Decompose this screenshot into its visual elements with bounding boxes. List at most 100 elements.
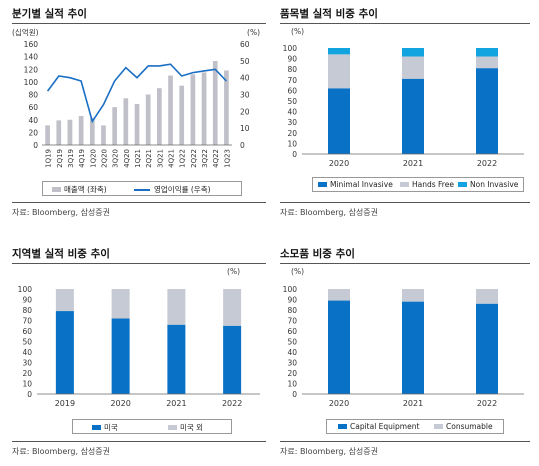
- source-note: 자료: Bloomberg, 삼성증권: [12, 447, 111, 456]
- x-tick-label: 4Q21: [168, 149, 176, 168]
- legend-label-non-us: 미국 외: [180, 423, 204, 432]
- y-tick-label: 90: [22, 296, 32, 305]
- x-tick-label: 1Q22: [179, 149, 187, 168]
- source-note: 자료: Bloomberg, 삼성증권: [280, 208, 379, 217]
- y2-tick-label: 20: [240, 107, 250, 116]
- bar-segment: [55, 289, 74, 312]
- bar-revenue: [78, 115, 84, 145]
- source-note: 자료: Bloomberg, 삼성증권: [280, 447, 379, 456]
- bar-segment: [476, 56, 498, 69]
- y2-tick-label: 40: [240, 74, 250, 83]
- bar-segment: [402, 56, 424, 79]
- panel-title: 소모품 비중 추이: [280, 248, 355, 260]
- y-tick-label: 20: [287, 369, 297, 378]
- y-tick-label: 100: [18, 285, 33, 294]
- y-tick-label: 90: [287, 55, 297, 64]
- y-tick-label: 60: [22, 327, 32, 336]
- x-tick-label: 3Q21: [156, 149, 164, 168]
- y-axis-unit: (%): [227, 267, 240, 276]
- panel-product: 품목별 실적 비중 추이 (%) 0 10 20 30 40 50 60 70 80 90 100 20…: [280, 6, 530, 226]
- y-tick-label: 50: [22, 338, 32, 347]
- bar-segment: [476, 48, 498, 57]
- legend-label-revenue: 매출액 (좌축): [64, 185, 107, 194]
- x-tick-label: 1Q20: [89, 149, 97, 168]
- y-tick-label: 60: [28, 103, 38, 112]
- bar-segment: [328, 300, 350, 394]
- y-axis-unit: (%): [291, 267, 304, 276]
- x-tick-label: 2021: [403, 399, 423, 408]
- legend-item-hands-free: Hands Free: [400, 180, 454, 189]
- y-tick-label: 40: [287, 108, 297, 117]
- bar-segment: [111, 318, 130, 394]
- legend-swatch-revenue: [52, 187, 61, 192]
- bar-revenue: [112, 107, 117, 145]
- legend-item-capital-equipment: Capital Equipment: [338, 422, 419, 431]
- legend-label-margin: 영업이익률 (우축): [154, 185, 211, 194]
- bar-segment: [476, 68, 498, 154]
- y-tick-label: 120: [24, 65, 39, 74]
- y-tick-label: 20: [22, 369, 32, 378]
- y-axis-unit: (%): [291, 27, 304, 36]
- title-rule: [12, 23, 266, 24]
- bar-revenue: [67, 119, 73, 145]
- y2-tick-label: 0: [240, 141, 245, 150]
- legend-swatch-capital-equipment: [338, 424, 347, 429]
- y-tick-label: 80: [28, 91, 38, 100]
- legend-swatch-margin: [134, 188, 150, 191]
- legend-box: [326, 419, 504, 434]
- y-tick-label: 160: [24, 40, 39, 49]
- bar-segment: [55, 311, 74, 394]
- bar-segment: [328, 88, 350, 154]
- y-tick-label: 80: [287, 65, 297, 74]
- y-tick-label: 50: [287, 338, 297, 347]
- bar-revenue: [168, 75, 173, 145]
- legend-swatch-hands-free: [400, 182, 409, 187]
- bar-segment: [328, 54, 350, 89]
- y-tick-label: 20: [287, 129, 297, 138]
- x-tick-label: 2Q20: [100, 149, 108, 168]
- panel-title: 지역별 실적 비중 추이: [12, 248, 110, 260]
- panel-region: 지역별 실적 비중 추이 (%) 0 10 20 30 40 50 60 70 80 90 100 20…: [12, 246, 266, 462]
- y-tick-label: 10: [22, 380, 32, 389]
- legend-swatch-non-us: [168, 425, 177, 430]
- bar-segment: [328, 48, 350, 55]
- y-tick-label: 0: [292, 150, 297, 159]
- bar-segment: [223, 325, 242, 394]
- legend-box: [72, 419, 232, 434]
- legend-label-us: 미국: [104, 423, 118, 432]
- y-tick-label: 90: [287, 296, 297, 305]
- bottom-rule: [280, 441, 530, 442]
- legend-swatch-minimal-invasive: [318, 182, 327, 187]
- y-tick-label: 0: [292, 390, 297, 399]
- x-tick-label: 2019: [55, 399, 75, 408]
- legend-item-consumable: Consumable: [434, 422, 493, 431]
- x-tick-label: 2020: [329, 399, 349, 408]
- bar-segment: [328, 289, 350, 301]
- x-tick-label: 1Q19: [45, 149, 53, 168]
- x-tick-label: 2021: [166, 399, 186, 408]
- bar-revenue: [45, 125, 50, 145]
- y2-tick-label: 10: [240, 124, 250, 133]
- bar-segment: [111, 289, 130, 319]
- x-tick-label: 3Q22: [201, 149, 209, 168]
- bar-segment: [223, 289, 242, 326]
- y-tick-label: 30: [22, 359, 32, 368]
- bar-revenue: [190, 74, 196, 145]
- bottom-rule: [12, 441, 266, 442]
- y-axis-label: (십억원): [12, 28, 39, 37]
- title-rule: [280, 23, 530, 24]
- x-tick-label: 2022: [477, 159, 497, 168]
- panel-quarterly: 분기별 실적 추이 (십억원) (%) 0 20 40 60 80 100 120 140 160 0…: [12, 6, 266, 226]
- y-tick-label: 40: [28, 116, 38, 125]
- legend-item-us: 미국: [92, 422, 118, 433]
- x-tick-label: 1Q23: [223, 149, 231, 168]
- x-tick-label: 2021: [403, 159, 423, 168]
- bar-revenue: [56, 120, 62, 145]
- legend-box: [312, 177, 524, 192]
- legend-item-margin: 영업이익률 (우축): [134, 184, 211, 195]
- y-tick-label: 0: [27, 390, 32, 399]
- y-tick-label: 80: [287, 306, 297, 315]
